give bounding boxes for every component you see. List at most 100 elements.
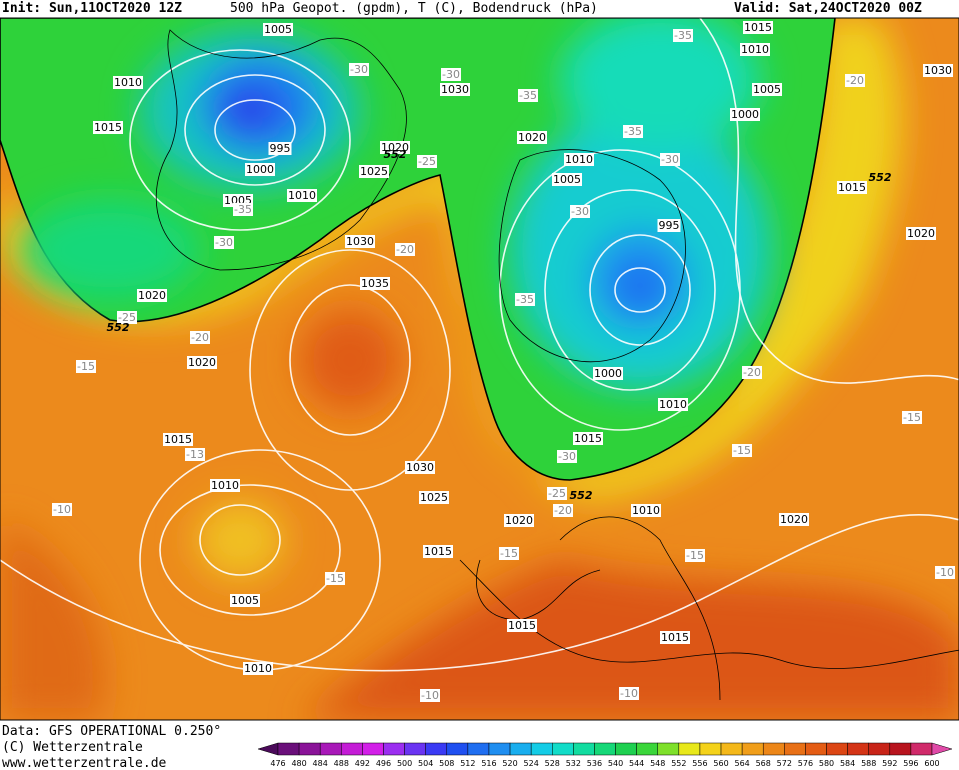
colorbar-swatch bbox=[784, 742, 806, 756]
isobar-label: 1005 bbox=[264, 23, 292, 36]
colorbar-swatch bbox=[699, 742, 722, 756]
isobar-label: 1030 bbox=[346, 235, 374, 248]
colorbar-swatch bbox=[573, 742, 595, 756]
map-field bbox=[0, 18, 959, 720]
isobar-label-box bbox=[93, 121, 123, 134]
isobar-label-box bbox=[163, 433, 193, 446]
isobar-label-box bbox=[743, 21, 773, 34]
isobar-label-box bbox=[923, 64, 953, 77]
colorbar-label: 524 bbox=[524, 759, 539, 768]
colorbar-swatch bbox=[594, 742, 616, 756]
isobar-label-box bbox=[631, 504, 661, 517]
colorbar-swatch bbox=[383, 742, 405, 756]
isobar-label: 1020 bbox=[780, 513, 808, 526]
isobar-label: 1015 bbox=[424, 545, 452, 558]
isobar-label-box bbox=[345, 235, 375, 248]
temperature-label-box bbox=[395, 243, 415, 256]
temperature-label-box bbox=[325, 572, 345, 585]
isobar-label: 1020 bbox=[188, 356, 216, 369]
copyright: (C) Wetterzentrale bbox=[2, 740, 143, 755]
colorbar-label: 592 bbox=[882, 759, 897, 768]
temperature-label: -25 bbox=[548, 487, 566, 500]
colorbar-label: 556 bbox=[692, 759, 707, 768]
temperature-label-box bbox=[52, 503, 72, 516]
isobar-label-box bbox=[419, 491, 449, 504]
colorbar-label: 480 bbox=[291, 759, 306, 768]
temperature-label-box bbox=[420, 689, 440, 702]
colorbar-label: 580 bbox=[819, 759, 834, 768]
isobar-label: 1010 bbox=[741, 43, 769, 56]
colorbar-label: 568 bbox=[756, 759, 771, 768]
data-source: Data: GFS OPERATIONAL 0.250° bbox=[2, 724, 221, 739]
temperature-label-box bbox=[76, 360, 96, 373]
isobar-label: 1025 bbox=[420, 491, 448, 504]
geopotential-label: 552 bbox=[869, 171, 892, 184]
colorbar-arrow-right bbox=[931, 742, 953, 756]
isobar-label-box bbox=[287, 189, 317, 202]
isobar-label-box bbox=[740, 43, 770, 56]
colorbar-label: 484 bbox=[313, 759, 328, 768]
colorbar-swatch bbox=[530, 742, 553, 756]
temperature-label: -35 bbox=[624, 125, 642, 138]
isobar-label-box bbox=[906, 227, 936, 240]
isobar-label-box bbox=[243, 662, 273, 675]
temperature-label: -20 bbox=[554, 504, 572, 517]
isobars bbox=[0, 18, 959, 672]
isobar-label: 1010 bbox=[632, 504, 660, 517]
temperature-label: -10 bbox=[53, 503, 71, 516]
temperature-label: -20 bbox=[191, 331, 209, 344]
isobar-label: 1005 bbox=[753, 83, 781, 96]
isobar-label-box bbox=[405, 461, 435, 474]
isobar-label-box bbox=[440, 83, 470, 96]
isobar-label-box bbox=[187, 356, 217, 369]
init-time: Init: Sun,11OCT2020 12Z bbox=[2, 1, 182, 16]
isobar-label-box bbox=[210, 479, 240, 492]
isobar-label: 995 bbox=[659, 219, 680, 232]
isobar-label: 1030 bbox=[406, 461, 434, 474]
temperature-label: -35 bbox=[234, 203, 252, 216]
temperature-label-box bbox=[190, 331, 210, 344]
temperature-label: -35 bbox=[519, 89, 537, 102]
isobar-label: 1020 bbox=[381, 141, 409, 154]
colorbar-label: 600 bbox=[924, 759, 939, 768]
temperature-label: -10 bbox=[936, 566, 954, 579]
map-title: 500 hPa Geopot. (gpdm), T (C), Bodendruc… bbox=[230, 1, 598, 16]
temperature-label-box bbox=[214, 236, 234, 249]
temperature-label-box bbox=[742, 366, 762, 379]
isobar-label: 1020 bbox=[907, 227, 935, 240]
colorbar-swatch bbox=[678, 742, 701, 756]
colorbar-swatch bbox=[298, 742, 321, 756]
isobar-label-box bbox=[837, 181, 867, 194]
colorbar-label: 596 bbox=[903, 759, 918, 768]
colorbar-label: 520 bbox=[502, 759, 517, 768]
colorbar-label: 496 bbox=[376, 759, 391, 768]
isobar-label-box bbox=[564, 153, 594, 166]
isobar-label: 1030 bbox=[924, 64, 952, 77]
isobar-label: 1020 bbox=[138, 289, 166, 302]
colorbar-label: 532 bbox=[566, 759, 581, 768]
colorbar-label: 476 bbox=[270, 759, 285, 768]
isobar-label: 1035 bbox=[361, 277, 389, 290]
colorbar-swatch bbox=[552, 742, 574, 756]
temperature-label-box bbox=[515, 293, 535, 306]
temperature-label: -30 bbox=[350, 63, 368, 76]
temperature-label-box bbox=[660, 153, 680, 166]
temperature-label-box bbox=[499, 547, 519, 560]
temperature-label: -30 bbox=[571, 205, 589, 218]
map-frame bbox=[0, 17, 959, 721]
temperature-label-box bbox=[553, 504, 573, 517]
isobar-label-box bbox=[658, 398, 688, 411]
colorbar-swatch bbox=[826, 742, 848, 756]
temperature-label: -30 bbox=[442, 68, 460, 81]
colorbar-swatch bbox=[889, 742, 912, 756]
temperature-label: -13 bbox=[186, 448, 204, 461]
isobar-label-box bbox=[752, 83, 782, 96]
colorbar-label: 588 bbox=[861, 759, 876, 768]
temperature-label-box bbox=[902, 411, 922, 424]
colorbar-swatch bbox=[341, 742, 363, 756]
temperature-label: -35 bbox=[674, 29, 692, 42]
isobar-label: 995 bbox=[270, 142, 291, 155]
colorbar-label: 536 bbox=[587, 759, 602, 768]
isobar-label-box bbox=[573, 432, 603, 445]
